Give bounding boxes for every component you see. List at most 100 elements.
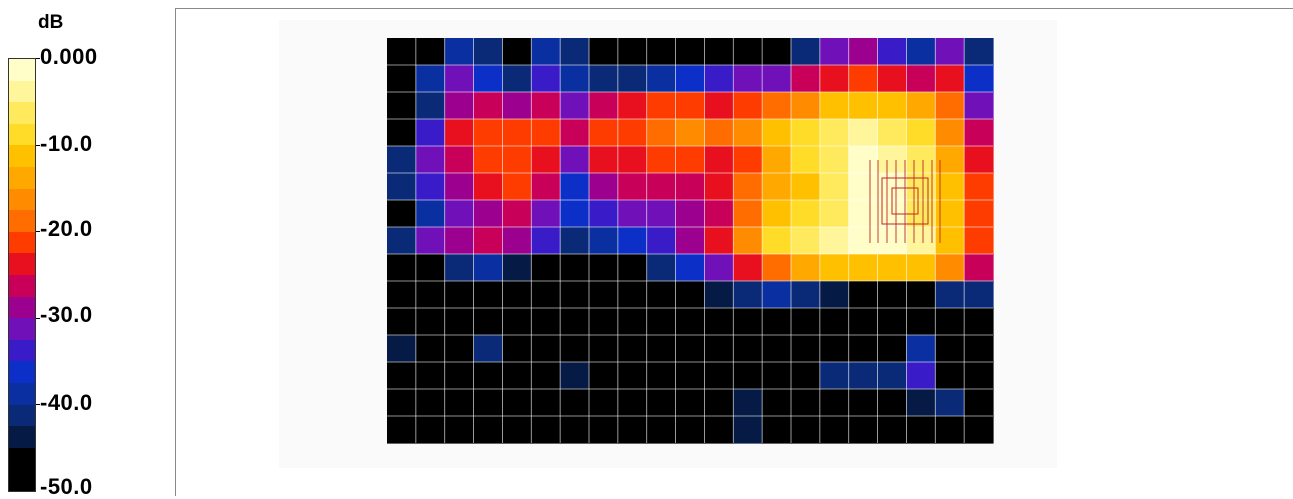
heatmap-cell	[733, 146, 763, 174]
heatmap-cell	[791, 308, 821, 336]
heatmap-cell	[848, 227, 879, 255]
heatmap-cell	[906, 65, 936, 93]
colorbar-segment	[9, 274, 35, 297]
heatmap-cell	[935, 362, 965, 390]
heatmap-cell	[762, 362, 792, 390]
heatmap-cell	[531, 416, 561, 444]
heatmap-cell	[733, 92, 763, 120]
heatmap-cell	[877, 416, 908, 444]
heatmap-cell	[733, 362, 763, 390]
heatmap-cell	[415, 389, 446, 417]
heatmap-cell	[675, 119, 706, 147]
heatmap-cell	[473, 92, 504, 120]
heatmap-cell	[791, 119, 821, 147]
heatmap-cell	[762, 308, 792, 336]
heatmap-cell	[819, 389, 850, 417]
heatmap-cell	[415, 227, 446, 255]
heatmap-cell	[819, 335, 850, 363]
heatmap-cell	[444, 254, 475, 282]
heatmap-cell	[444, 200, 475, 228]
heatmap-cell	[935, 38, 965, 66]
colorbar-segment	[9, 123, 35, 146]
heatmap-cell	[415, 119, 446, 147]
heatmap-cell	[444, 146, 475, 174]
heatmap-cell	[848, 38, 879, 66]
heatmap-cell	[531, 65, 561, 93]
heatmap-cell	[877, 335, 908, 363]
heatmap-cell	[704, 65, 734, 93]
heatmap-cell	[762, 173, 792, 201]
heatmap-cell	[617, 335, 648, 363]
heatmap-cell	[617, 65, 648, 93]
heatmap-cell	[589, 254, 619, 282]
colorbar-segment	[9, 59, 35, 81]
heatmap-cell	[819, 308, 850, 336]
heatmap-cell	[502, 227, 532, 255]
heatmap-cell	[964, 416, 994, 444]
heatmap-cell	[444, 335, 475, 363]
heatmap-cell	[819, 200, 850, 228]
heatmap-cell	[646, 65, 677, 93]
heatmap-cell	[589, 335, 619, 363]
heatmap-cell	[906, 281, 936, 309]
heatmap-cell	[387, 200, 417, 228]
heatmap-cell	[617, 146, 648, 174]
heatmap-cell	[935, 92, 965, 120]
colorbar-segment	[9, 404, 35, 427]
heatmap-cell	[848, 362, 879, 390]
heatmap-cell	[560, 254, 590, 282]
heatmap-cell	[646, 416, 677, 444]
heatmap-cell	[906, 38, 936, 66]
heatmap-cell	[877, 227, 908, 255]
heatmap-cell	[935, 335, 965, 363]
heatmap-cell	[733, 38, 763, 66]
colorbar-segment	[9, 80, 35, 103]
colorbar-tick-mark	[36, 404, 40, 405]
heatmap-cell	[964, 308, 994, 336]
heatmap-cell	[675, 362, 706, 390]
heatmap-cell	[877, 38, 908, 66]
heatmap-cell	[502, 281, 532, 309]
colorbar-segment	[9, 339, 35, 362]
heatmap-cell	[415, 65, 446, 93]
heatmap-cell	[762, 416, 792, 444]
heatmap-cell	[848, 173, 879, 201]
heatmap-cell	[906, 119, 936, 147]
heatmap-cell	[733, 416, 763, 444]
heatmap-cell	[704, 227, 734, 255]
heatmap-cell	[589, 416, 619, 444]
heatmap-cell	[560, 92, 590, 120]
heatmap-cell	[964, 362, 994, 390]
heatmap-cell	[387, 362, 417, 390]
heatmap-cell	[704, 362, 734, 390]
heatmap-cell	[791, 65, 821, 93]
heatmap-cell	[906, 254, 936, 282]
heatmap-cell	[387, 173, 417, 201]
heatmap-cell	[646, 335, 677, 363]
heatmap-cell	[589, 92, 619, 120]
heatmap-cell	[589, 65, 619, 93]
heatmap-cell	[675, 416, 706, 444]
heatmap-cell	[819, 92, 850, 120]
heatmap-cell	[444, 92, 475, 120]
heatmap-cell	[502, 119, 532, 147]
heatmap-cell	[819, 173, 850, 201]
heatmap-cell	[819, 146, 850, 174]
heatmap-cell	[502, 254, 532, 282]
heatmap-cell	[531, 92, 561, 120]
heatmap-cell	[733, 227, 763, 255]
heatmap-cell	[762, 254, 792, 282]
heatmap-cell	[415, 254, 446, 282]
heatmap-cell	[646, 281, 677, 309]
heatmap-cell	[791, 335, 821, 363]
heatmap-cell	[675, 146, 706, 174]
heatmap-cell	[387, 65, 417, 93]
heatmap-cell	[646, 173, 677, 201]
heatmap-cell	[906, 308, 936, 336]
heatmap-cell	[935, 119, 965, 147]
heatmap-cell	[415, 200, 446, 228]
heatmap-cell	[704, 173, 734, 201]
heatmap-cell	[935, 281, 965, 309]
heatmap-cell	[848, 281, 879, 309]
colorbar-unit-label: dB	[38, 12, 64, 33]
